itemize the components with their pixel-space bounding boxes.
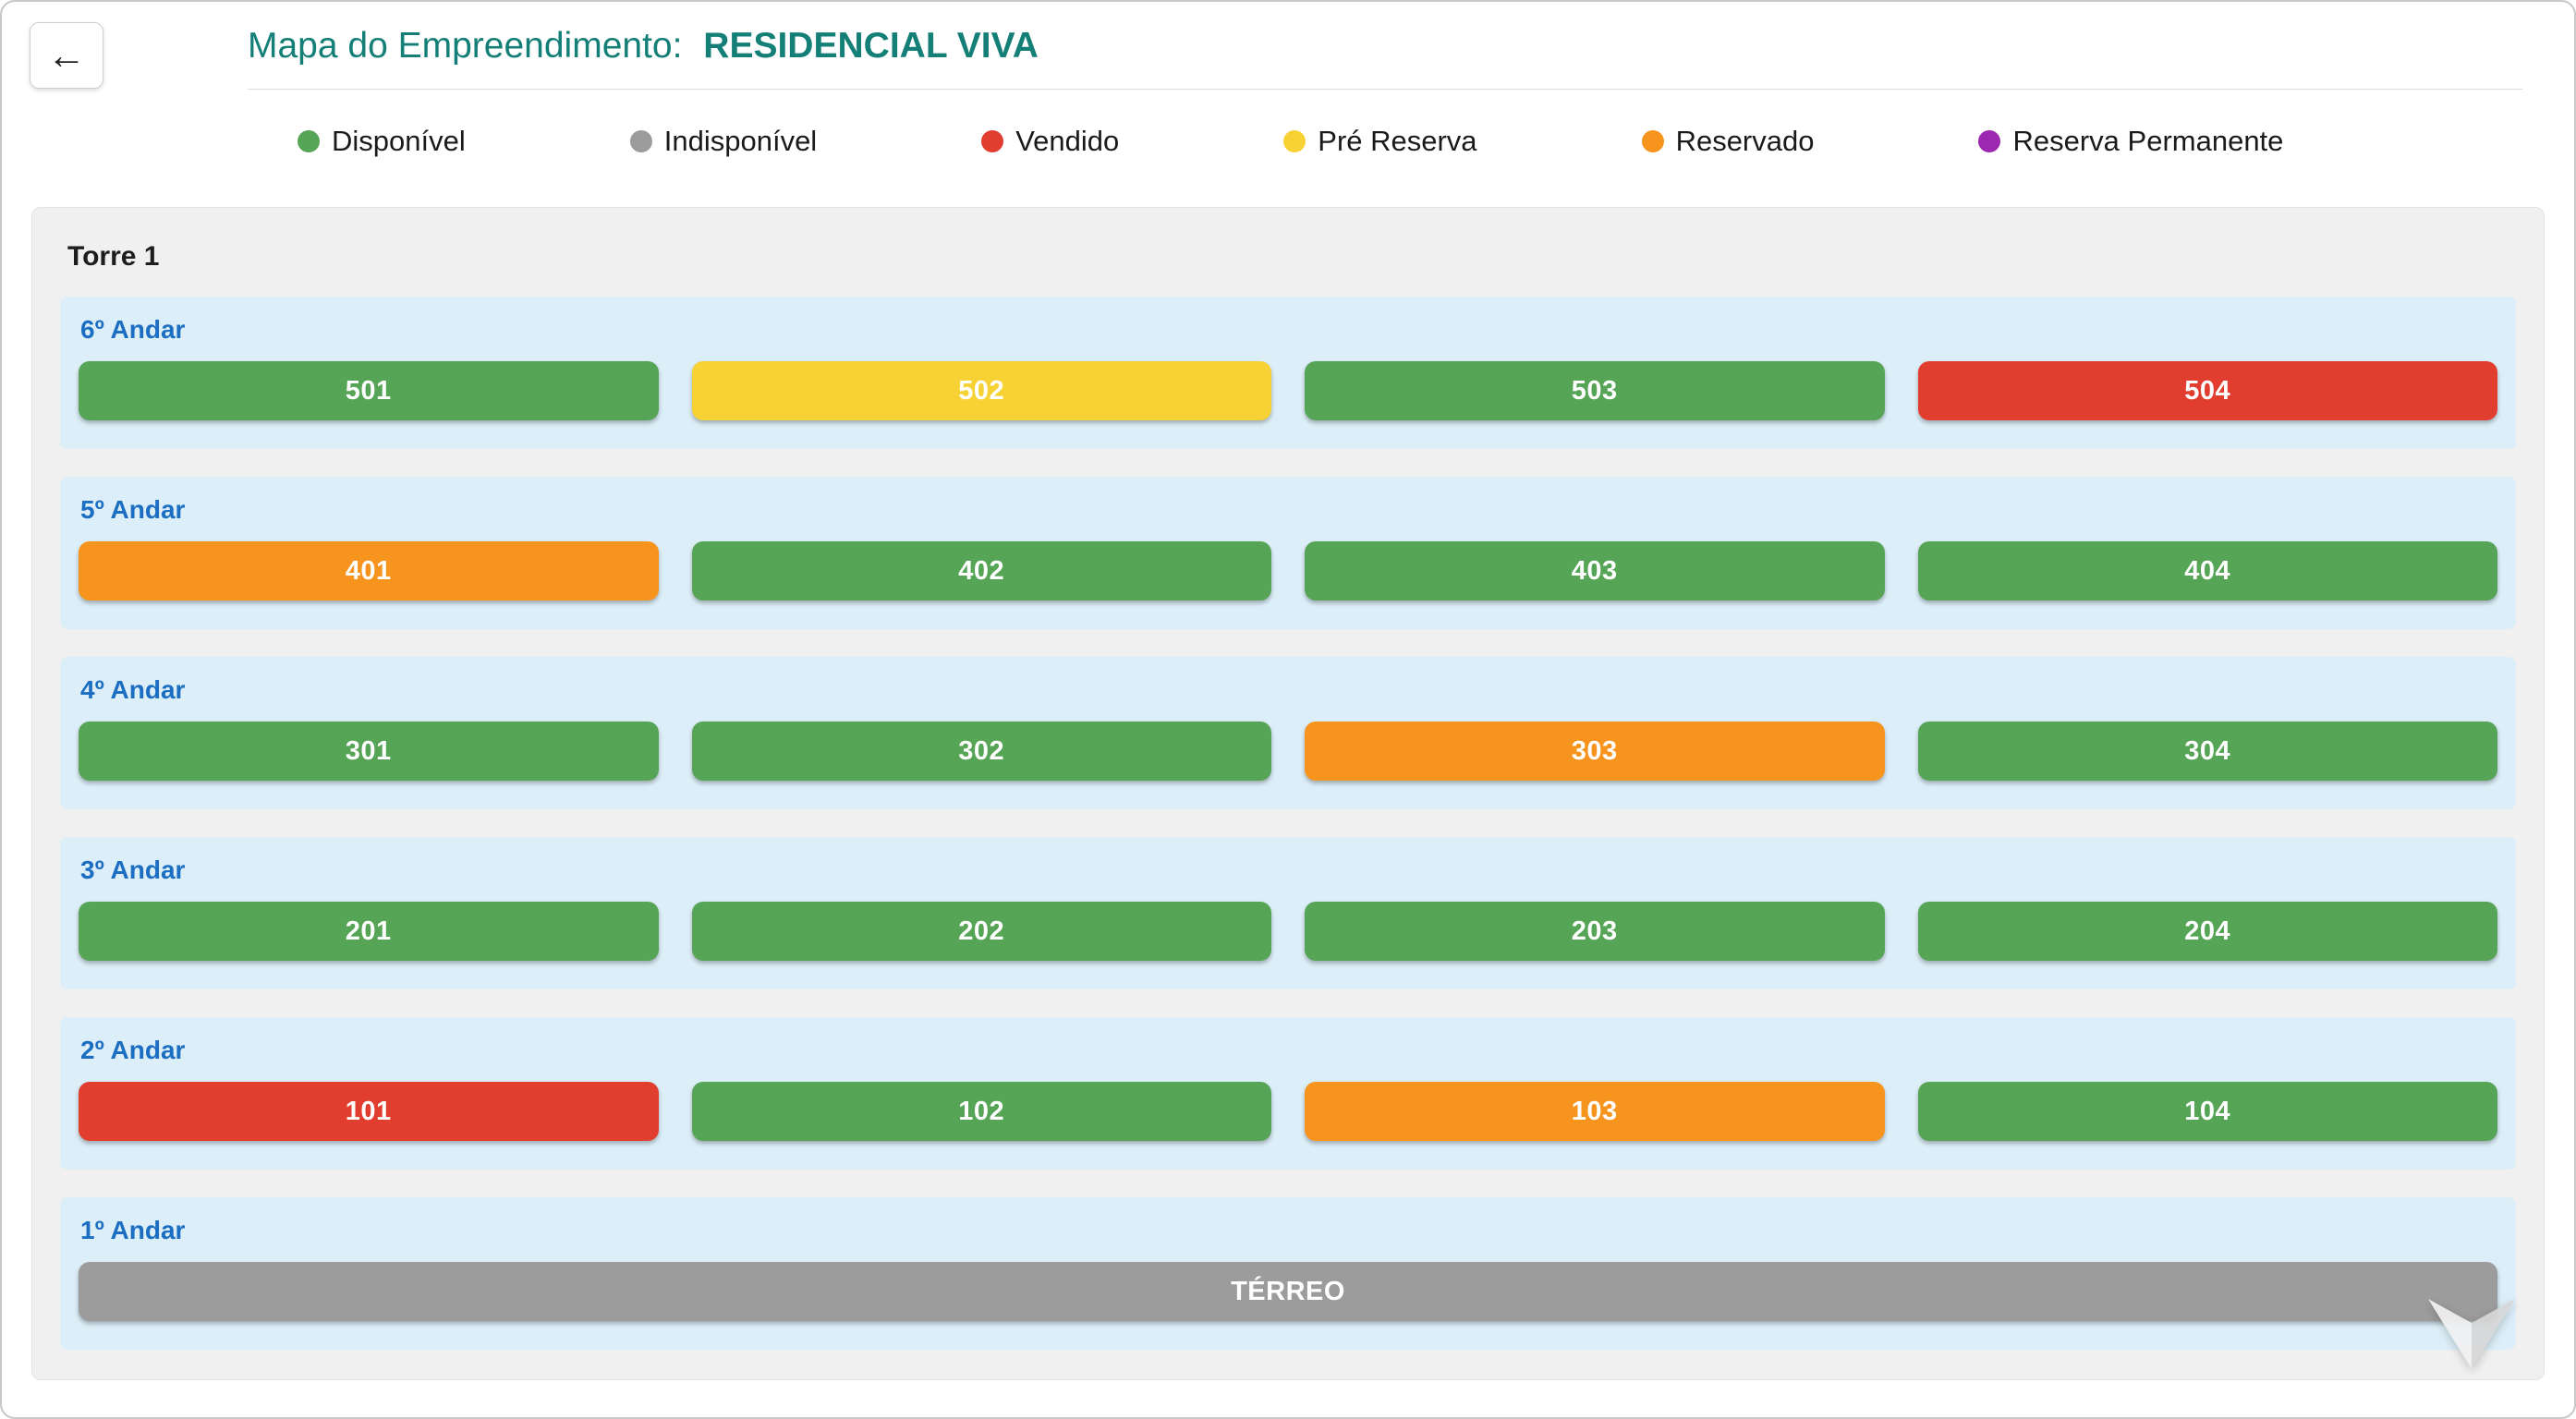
floors: 6º Andar 501 502 503 504 5º Andar 401 402 403 404… — [32, 297, 2544, 1350]
floor-label: 5º Andar — [80, 495, 186, 524]
status-dot-icon — [298, 130, 320, 152]
units-row: 301 302 303 304 — [79, 722, 2497, 781]
page-title: Mapa do Empreendimento: RESIDENCIAL VIVA — [248, 26, 2522, 67]
status-dot-icon — [629, 130, 652, 152]
legend-label: Reserva Permanente — [2012, 125, 2284, 157]
status-dot-icon — [1641, 130, 1664, 152]
legend-label: Reservado — [1675, 125, 1815, 157]
unit-403[interactable]: 403 — [1305, 541, 1885, 600]
units-row: 501 502 503 504 — [79, 361, 2497, 420]
legend-item-pre_reserva: Pré Reserva — [1283, 125, 1477, 158]
legend-label: Indisponível — [663, 125, 818, 157]
units-row: 101 102 103 104 — [79, 1082, 2497, 1141]
tower-card: Torre 1 6º Andar 501 502 503 504 5º Andar 401 4… — [31, 207, 2545, 1380]
floor-section: 1º Andar TÉRREO — [60, 1197, 2516, 1350]
unit-301[interactable]: 301 — [79, 722, 659, 781]
status-dot-icon — [1283, 130, 1306, 152]
legend-item-disponivel: Disponível — [298, 125, 466, 158]
floor-label: 3º Andar — [80, 855, 186, 884]
unit-304[interactable]: 304 — [1917, 722, 2497, 781]
legend-item-reserva_permanente: Reserva Permanente — [1978, 125, 2283, 158]
unit-302[interactable]: 302 — [691, 722, 1271, 781]
unit-204[interactable]: 204 — [1917, 902, 2497, 961]
unit-202[interactable]: 202 — [691, 902, 1271, 961]
floor-section: 4º Andar 301 302 303 304 — [60, 657, 2516, 809]
unit-201[interactable]: 201 — [79, 902, 659, 961]
legend-label: Disponível — [332, 125, 466, 157]
floor-section: 5º Andar 401 402 403 404 — [60, 477, 2516, 629]
unit-404[interactable]: 404 — [1917, 541, 2497, 600]
floor-label: 1º Andar — [80, 1216, 186, 1244]
floor-label: 2º Andar — [80, 1036, 186, 1064]
legend: Disponível Indisponível Vendido Pré Reserva… — [298, 125, 2537, 158]
unit-203[interactable]: 203 — [1305, 902, 1885, 961]
status-dot-icon — [981, 130, 1004, 152]
floor-section: 3º Andar 201 202 203 204 — [60, 837, 2516, 989]
units-row: 401 402 403 404 — [79, 541, 2497, 600]
back-button[interactable]: ← — [30, 22, 103, 89]
unit-402[interactable]: 402 — [691, 541, 1271, 600]
legend-label: Vendido — [1015, 125, 1120, 157]
legend-item-reservado: Reservado — [1641, 125, 1815, 158]
unit-504[interactable]: 504 — [1917, 361, 2497, 420]
unit-502[interactable]: 502 — [691, 361, 1271, 420]
unit-401[interactable]: 401 — [79, 541, 659, 600]
unit-103[interactable]: 103 — [1305, 1082, 1885, 1141]
unit-101[interactable]: 101 — [79, 1082, 659, 1141]
page-title-prefix: Mapa do Empreendimento: — [248, 26, 683, 66]
floor-section: 2º Andar 101 102 103 104 — [60, 1017, 2516, 1170]
unit-102[interactable]: 102 — [691, 1082, 1271, 1141]
arrow-left-icon: ← — [47, 33, 86, 77]
tower-name: Torre 1 — [67, 241, 160, 272]
units-row: TÉRREO — [79, 1262, 2497, 1321]
legend-item-indisponivel: Indisponível — [629, 125, 818, 158]
units-row: 201 202 203 204 — [79, 902, 2497, 961]
unit-501[interactable]: 501 — [79, 361, 659, 420]
unit-503[interactable]: 503 — [1305, 361, 1885, 420]
floor-label: 4º Andar — [80, 675, 186, 704]
legend-item-vendido: Vendido — [981, 125, 1119, 158]
legend-label: Pré Reserva — [1318, 125, 1477, 157]
unit-303[interactable]: 303 — [1305, 722, 1885, 781]
unit-térreo[interactable]: TÉRREO — [79, 1262, 2497, 1321]
page-title-project-name: RESIDENCIAL VIVA — [703, 26, 1039, 66]
header: Mapa do Empreendimento: RESIDENCIAL VIVA — [248, 2, 2522, 90]
unit-104[interactable]: 104 — [1917, 1082, 2497, 1141]
floor-label: 6º Andar — [80, 315, 186, 344]
floor-section: 6º Andar 501 502 503 504 — [60, 297, 2516, 449]
status-dot-icon — [1978, 130, 2001, 152]
